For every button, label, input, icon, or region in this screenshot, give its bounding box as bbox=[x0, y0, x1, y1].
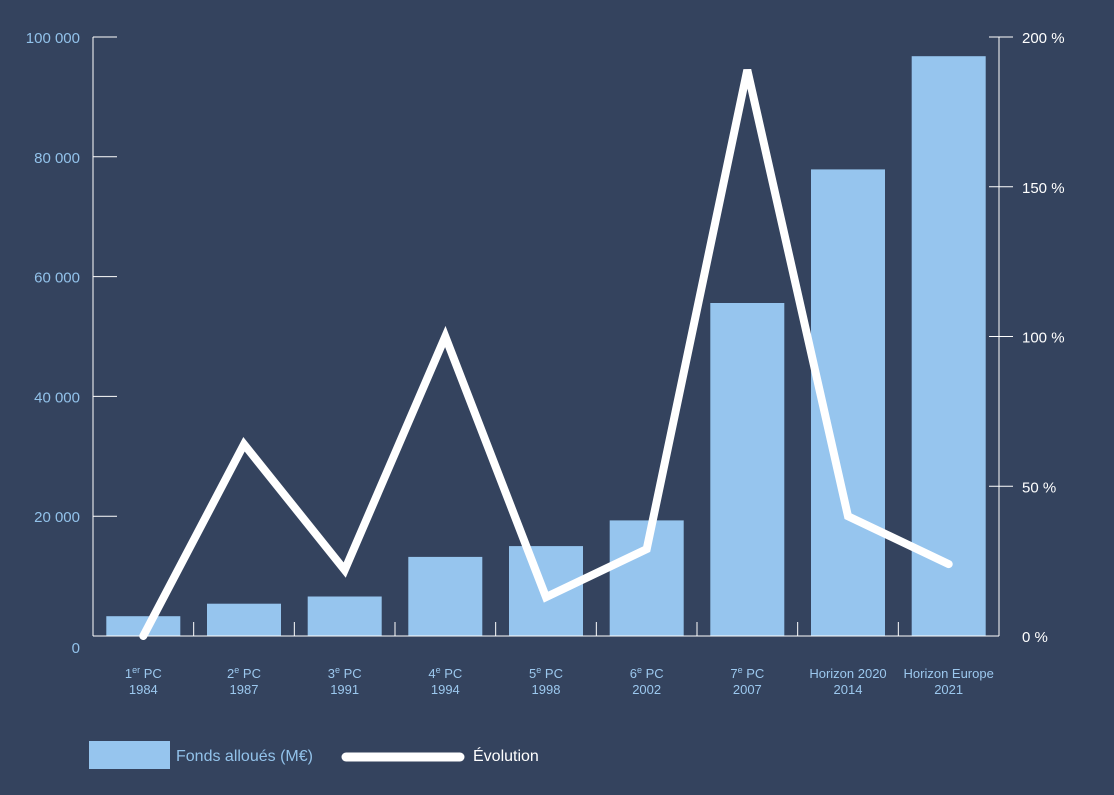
right-axis-tick-label: 200 % bbox=[1022, 30, 1065, 47]
left-axis-tick-label: 0 bbox=[72, 640, 80, 657]
category-year-label: 1984 bbox=[129, 682, 158, 697]
left-axis-tick-label: 100 000 bbox=[26, 30, 80, 47]
category-label: 7e PC bbox=[730, 665, 764, 681]
left-axis-tick-label: 40 000 bbox=[34, 389, 80, 406]
bar bbox=[307, 596, 382, 636]
right-axis-tick-label: 50 % bbox=[1022, 479, 1056, 496]
category-label: 5e PC bbox=[529, 665, 563, 681]
bar bbox=[207, 603, 281, 636]
category-year-label: 2007 bbox=[733, 682, 762, 697]
category-label: Horizon 2020 bbox=[809, 666, 886, 681]
right-axis-tick-label: 150 % bbox=[1022, 180, 1065, 197]
category-year-label: 1994 bbox=[431, 682, 460, 697]
left-axis-tick-label: 60 000 bbox=[34, 270, 80, 287]
evolution-line bbox=[139, 69, 953, 640]
category-label: 3e PC bbox=[328, 665, 362, 681]
right-axis-tick-label: 0 % bbox=[1022, 629, 1048, 646]
legend-label-bars: Fonds alloués (M€) bbox=[176, 748, 313, 765]
category-year-label: 1991 bbox=[330, 682, 359, 697]
left-axis-tick-label: 80 000 bbox=[34, 150, 80, 167]
legend-label-line: Évolution bbox=[473, 746, 539, 765]
category-label: Horizon Europe bbox=[904, 666, 994, 681]
category-year-label: 1998 bbox=[532, 682, 561, 697]
legend-swatch-bars bbox=[89, 741, 170, 769]
category-year-label: 2002 bbox=[632, 682, 661, 697]
category-label: 6e PC bbox=[630, 665, 664, 681]
category-year-label: 2014 bbox=[834, 682, 863, 697]
left-axis-tick-label: 20 000 bbox=[34, 509, 80, 526]
category-year-label: 1987 bbox=[230, 682, 259, 697]
bar bbox=[106, 616, 181, 636]
category-label: 2e PC bbox=[227, 665, 261, 681]
category-label: 1er PC bbox=[125, 665, 162, 681]
right-axis-tick-label: 100 % bbox=[1022, 330, 1065, 347]
category-year-label: 2021 bbox=[934, 682, 963, 697]
bar bbox=[911, 56, 986, 636]
bar bbox=[710, 303, 785, 636]
category-label: 4e PC bbox=[428, 665, 462, 681]
bar bbox=[408, 556, 483, 636]
